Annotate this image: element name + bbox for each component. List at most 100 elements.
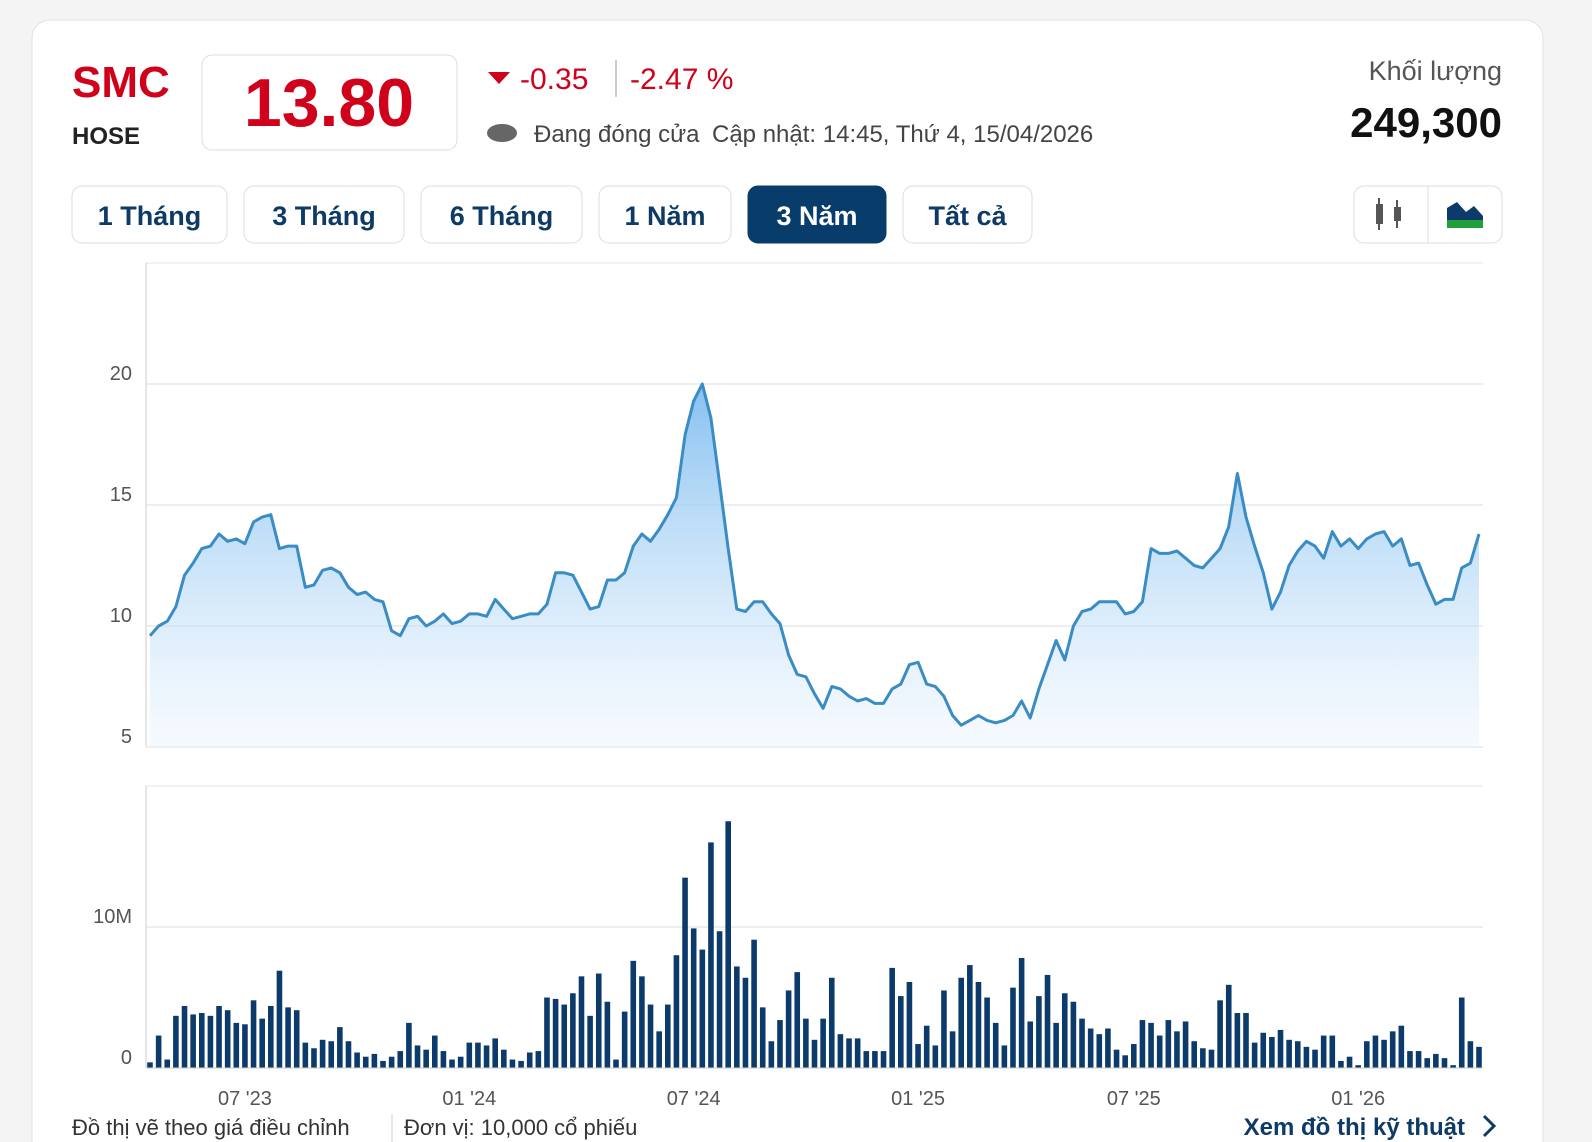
button-label[interactable]: 6 Tháng — [450, 201, 554, 231]
price: 13.80 — [244, 65, 414, 141]
volume-bar — [975, 981, 982, 1068]
volume-bar — [708, 842, 714, 1068]
volume-bar — [1087, 1028, 1094, 1068]
chart-type-toggle[interactable] — [1353, 185, 1503, 244]
volume-bar — [656, 1031, 662, 1068]
volume-bar — [1182, 1021, 1189, 1068]
volume-bar — [1096, 1034, 1103, 1068]
button-label[interactable]: 3 Năm — [776, 201, 857, 231]
volume-bar — [561, 1004, 568, 1068]
x-tick-label: 07 '23 — [218, 1088, 272, 1110]
volume-bar — [880, 1051, 887, 1068]
volume-bar — [932, 1045, 939, 1068]
volume-bar — [1225, 984, 1232, 1068]
volume-bar — [173, 1015, 179, 1068]
volume-bar — [1381, 1039, 1387, 1068]
volume-bar — [337, 1027, 343, 1068]
volume-bar — [595, 973, 602, 1068]
volume-bar — [759, 1007, 766, 1068]
volume-bar — [1277, 1029, 1284, 1068]
exchange: HOSE — [72, 123, 140, 150]
volume-bar — [570, 993, 576, 1068]
volume-bar — [207, 1015, 214, 1068]
status: Đang đóng cửa — [534, 121, 700, 148]
volume-bar — [1467, 1041, 1474, 1068]
volume-bar — [285, 1007, 291, 1068]
volume-bar — [941, 990, 947, 1068]
volume-bar — [1139, 1020, 1146, 1068]
button-bg[interactable] — [420, 185, 583, 244]
volume-bar — [483, 1045, 490, 1068]
button-bg[interactable] — [747, 185, 887, 244]
volume-bar — [397, 1051, 404, 1068]
y-tick-label: 10M — [93, 906, 132, 928]
link-arrow[interactable] — [1482, 1114, 1497, 1138]
volume-bar — [501, 1049, 507, 1068]
volume-bar — [198, 1013, 205, 1068]
volume-bar — [388, 1056, 395, 1068]
button-bg[interactable] — [71, 185, 228, 244]
volume-bar — [492, 1038, 498, 1068]
volume-bar — [1346, 1056, 1353, 1068]
volume-bar — [164, 1059, 171, 1068]
volume-bar — [1148, 1022, 1154, 1068]
volume-bar — [431, 1035, 438, 1068]
volume-bar — [544, 997, 550, 1068]
volume-bar — [1010, 987, 1016, 1068]
volume-bar — [457, 1056, 464, 1068]
volume-bar — [1131, 1044, 1137, 1068]
volume-bar — [224, 1010, 231, 1068]
volume-bar — [1036, 996, 1042, 1068]
volume-bar — [587, 1015, 593, 1068]
range-button[interactable]: 3 Năm — [747, 185, 887, 244]
button-label[interactable]: 3 Tháng — [272, 201, 376, 231]
range-button[interactable]: 1 Tháng — [71, 185, 228, 244]
range-button[interactable]: Tất cả — [902, 185, 1033, 244]
button-label[interactable]: 1 Năm — [624, 201, 705, 231]
button-bg[interactable] — [902, 185, 1033, 244]
volume-bar — [466, 1042, 473, 1068]
range-button[interactable]: 6 Tháng — [420, 185, 583, 244]
technical-link[interactable]: Xem đồ thị kỹ thuật — [1244, 1114, 1465, 1141]
button-bg[interactable] — [598, 185, 732, 244]
volume-bar — [854, 1038, 861, 1068]
volume-bar — [699, 949, 706, 1068]
volume-bar — [768, 1041, 775, 1068]
card — [31, 19, 1544, 1142]
volume-bar — [777, 1020, 783, 1068]
volume-bar — [293, 1010, 300, 1068]
volume-bar — [630, 960, 637, 1068]
volume-bar — [872, 1051, 878, 1068]
volume-bar — [1312, 1049, 1318, 1068]
volume-bar — [725, 821, 732, 1068]
volume-bar — [1027, 1021, 1034, 1068]
volume-bar — [1329, 1035, 1336, 1068]
volume-bar — [751, 939, 757, 1068]
volume-bar — [690, 928, 697, 1068]
volume-bar — [828, 977, 835, 1068]
volume-bar — [1424, 1058, 1431, 1068]
volume-bar — [682, 877, 688, 1068]
button-label[interactable]: 1 Tháng — [98, 201, 202, 231]
volume-bar — [837, 1034, 844, 1068]
y-tick-label: 10 — [110, 605, 132, 627]
range-button[interactable]: 1 Năm — [598, 185, 732, 244]
button-label[interactable]: Tất cả — [928, 201, 1007, 231]
x-tick-label: 01 '24 — [442, 1088, 496, 1110]
volume-bar — [803, 1018, 809, 1068]
volume-bar — [967, 965, 973, 1068]
y-tick-label: 0 — [121, 1047, 132, 1069]
volume-bar — [552, 998, 559, 1068]
volume-bar — [328, 1041, 335, 1068]
volume-bar — [1200, 1048, 1206, 1068]
x-tick-label: 01 '26 — [1331, 1088, 1385, 1110]
volume: 249,300 — [1350, 99, 1502, 146]
button-bg[interactable] — [243, 185, 405, 244]
volume-bar — [820, 1018, 826, 1068]
area-icon — [1447, 220, 1483, 228]
volume-bar — [1217, 1000, 1223, 1068]
y-tick-label: 15 — [110, 484, 132, 506]
range-button[interactable]: 3 Tháng — [243, 185, 405, 244]
volume-bar — [440, 1051, 447, 1068]
